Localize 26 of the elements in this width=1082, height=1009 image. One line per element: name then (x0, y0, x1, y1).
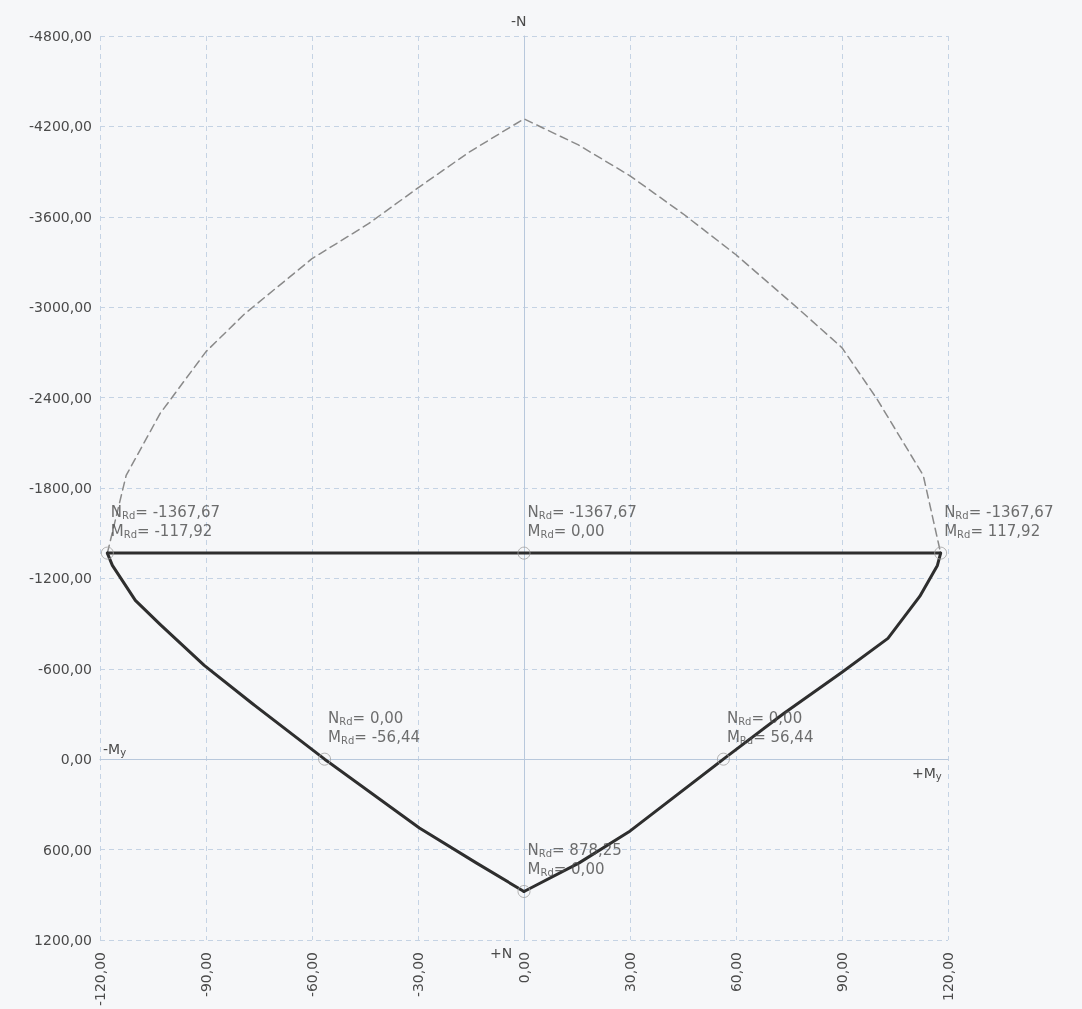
x-tick-label: -90,00 (198, 951, 214, 998)
y-tick-label: -3000,00 (29, 299, 92, 316)
data-label: NRd= -1367,67 MRd= -117,92 (110, 503, 221, 541)
text: -N (511, 13, 527, 29)
y-tick-label: -3600,00 (29, 208, 92, 225)
data-label: NRd= 0,00 MRd= -56,44 (328, 709, 421, 747)
y-tick-label: 1200,00 (34, 931, 92, 948)
data-label: NRd= -1367,67 MRd= 117,92 (944, 503, 1054, 541)
x-tick-label: -60,00 (304, 951, 320, 998)
x-tick-label: 30,00 (622, 951, 638, 993)
x-tick-label: 0,00 (516, 951, 532, 984)
x-tick-label: -30,00 (410, 951, 426, 998)
x-tick-label: -120,00 (92, 951, 108, 1007)
y-tick-label: -4800,00 (29, 28, 92, 44)
y-tick-label: -1800,00 (29, 479, 92, 496)
y-tick-label: -600,00 (37, 660, 92, 677)
x-tick-label: 90,00 (834, 951, 850, 993)
x-tick-label: 120,00 (940, 951, 956, 1001)
x-tick-label: 60,00 (728, 951, 744, 993)
y-tick-label: -2400,00 (29, 389, 92, 406)
y-tick-label: 0,00 (60, 751, 92, 768)
data-label: NRd= -1367,67 MRd= 0,00 (527, 503, 637, 541)
y-tick-label: 600,00 (43, 841, 92, 858)
y-tick-label: -1200,00 (29, 570, 92, 587)
y-tick-label: -4200,00 (29, 118, 92, 135)
text: +N (490, 945, 513, 961)
